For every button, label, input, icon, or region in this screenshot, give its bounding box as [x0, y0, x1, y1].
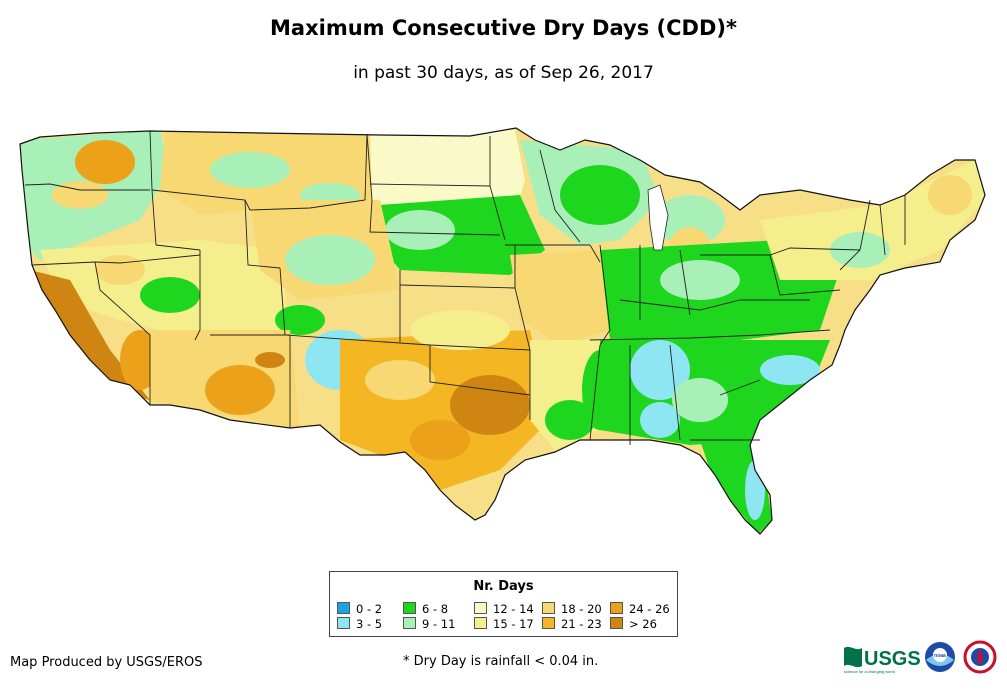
usgs-tagline: science for a changing world	[844, 669, 895, 674]
usgs-logo-text: USGS	[864, 648, 921, 670]
legend-item: 18 - 20	[542, 602, 602, 615]
legend-swatch	[337, 617, 350, 629]
legend-swatch	[474, 602, 487, 614]
legend-item: 15 - 17	[474, 617, 534, 630]
map-subtitle: in past 30 days, as of Sep 26, 2017	[353, 63, 654, 83]
legend-label: 15 - 17	[493, 617, 534, 631]
legend-item: 12 - 14	[474, 602, 534, 615]
legend-item: 0 - 2	[337, 602, 382, 615]
state-boundaries	[24, 130, 906, 445]
cdd-zones	[20, 130, 985, 534]
legend-label: > 26	[629, 617, 657, 631]
legend-swatch	[542, 602, 555, 614]
noaa-logo: noaa	[925, 642, 955, 672]
dry-day-footnote: * Dry Day is rainfall < 0.04 in.	[403, 654, 599, 669]
legend-label: 9 - 11	[422, 617, 456, 631]
legend-swatch	[337, 602, 350, 614]
legend-item: 6 - 8	[403, 602, 448, 615]
legend-swatch	[610, 617, 623, 629]
legend-swatch	[474, 617, 487, 629]
legend-swatch	[403, 602, 416, 614]
lake-michigan	[647, 184, 669, 251]
legend-label: 18 - 20	[561, 602, 602, 616]
noaa-logo-text: noaa	[934, 653, 946, 659]
map-credit: Map Produced by USGS/EROS	[10, 655, 203, 670]
map-title: Maximum Consecutive Dry Days (CDD)*	[270, 16, 737, 40]
legend-item: 21 - 23	[542, 617, 602, 630]
legend-title: Nr. Days	[473, 579, 534, 594]
legend-label: 0 - 2	[356, 602, 383, 616]
legend-swatch	[403, 617, 416, 629]
legend-item: > 26	[610, 617, 657, 630]
legend-item: 24 - 26	[610, 602, 670, 615]
legend-label: 12 - 14	[493, 602, 534, 616]
legend-swatch	[542, 617, 555, 629]
legend-swatch	[610, 602, 623, 614]
legend-label: 3 - 5	[356, 617, 383, 631]
legend-label: 21 - 23	[561, 617, 602, 631]
usgs-logo: USGS science for a changing world	[844, 646, 921, 674]
nws-logo	[963, 640, 997, 674]
legend-item: 9 - 11	[403, 617, 455, 630]
agency-logos: USGS science for a changing world noaa	[844, 640, 997, 674]
legend-label: 6 - 8	[422, 602, 449, 616]
legend-label: 24 - 26	[629, 602, 670, 616]
legend-item: 3 - 5	[337, 617, 382, 630]
